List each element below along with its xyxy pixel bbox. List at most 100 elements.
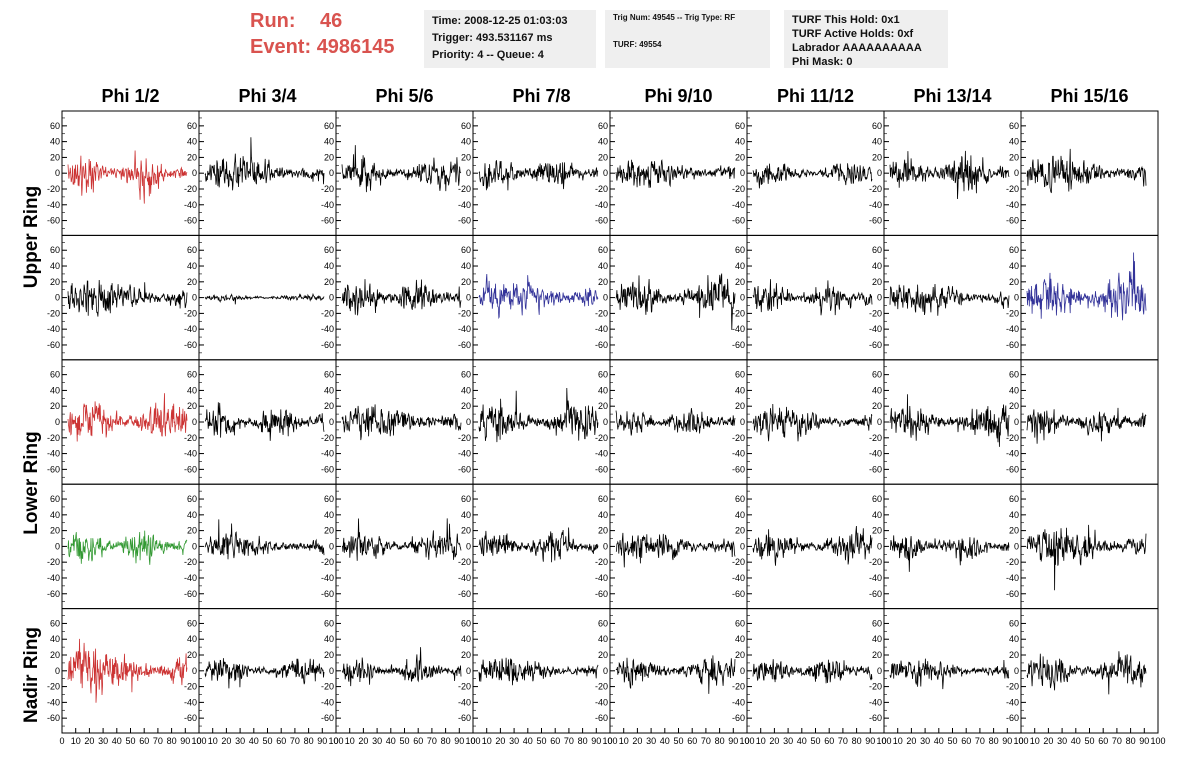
x-tick-label: 60 xyxy=(824,736,834,746)
y-tick-label: 20 xyxy=(735,152,745,162)
x-tick-label: 90 xyxy=(865,736,875,746)
x-tick-label: 0 xyxy=(744,736,749,746)
y-tick-label: -20 xyxy=(321,184,334,194)
y-tick-label: -20 xyxy=(1006,184,1019,194)
y-tick-label: -60 xyxy=(458,589,471,599)
y-tick-label: 40 xyxy=(324,634,334,644)
waveform-r4-c1 xyxy=(204,658,325,689)
y-tick-label: -20 xyxy=(458,557,471,567)
y-tick-label: -60 xyxy=(47,589,60,599)
waveform-r1-c6 xyxy=(889,283,1010,316)
y-tick-label: 60 xyxy=(872,121,882,131)
x-tick-label: 30 xyxy=(98,736,108,746)
y-tick-label: -20 xyxy=(47,433,60,443)
waveform-r2-c1 xyxy=(204,402,325,441)
y-tick-label: -60 xyxy=(321,216,334,226)
y-tick-label: 0 xyxy=(192,417,197,427)
y-tick-label: -40 xyxy=(732,573,745,583)
y-tick-label: 60 xyxy=(187,370,197,380)
y-tick-label: -40 xyxy=(458,697,471,707)
y-tick-label: -20 xyxy=(869,184,882,194)
y-tick-label: -60 xyxy=(732,464,745,474)
x-tick-label: 50 xyxy=(536,736,546,746)
y-tick-label: 40 xyxy=(187,385,197,395)
y-tick-label: 0 xyxy=(740,168,745,178)
y-tick-label: 0 xyxy=(1014,417,1019,427)
y-tick-label: 0 xyxy=(192,168,197,178)
column-title-phi-13-14: Phi 13/14 xyxy=(913,86,992,106)
y-tick-label: -60 xyxy=(47,713,60,723)
trig-num-box: Trig Num: 49545 -- Trig Type: RF TURF: 4… xyxy=(605,10,770,68)
y-tick-label: 20 xyxy=(324,401,334,411)
pad-frame-r4-c3 xyxy=(472,608,611,734)
y-tick-label: 0 xyxy=(55,417,60,427)
y-tick-label: 60 xyxy=(735,370,745,380)
x-tick-label: 50 xyxy=(810,736,820,746)
x-tick-label: 20 xyxy=(221,736,231,746)
y-tick-label: -20 xyxy=(184,557,197,567)
waveform-r2-c5 xyxy=(752,403,873,442)
x-tick-label: 30 xyxy=(646,736,656,746)
y-tick-label: 40 xyxy=(598,634,608,644)
y-tick-label: 0 xyxy=(1014,168,1019,178)
y-tick-label: 20 xyxy=(1009,650,1019,660)
y-tick-label: 20 xyxy=(598,526,608,536)
waveform-r0-c0 xyxy=(67,150,188,204)
waveform-r4-c3 xyxy=(478,657,599,686)
y-tick-label: 60 xyxy=(735,618,745,628)
waveform-r3-c0 xyxy=(67,530,188,565)
y-tick-label: -40 xyxy=(47,449,60,459)
x-tick-label: 10 xyxy=(345,736,355,746)
y-tick-label: -60 xyxy=(321,589,334,599)
waveform-r4-c7 xyxy=(1026,651,1147,695)
y-tick-label: -60 xyxy=(184,713,197,723)
y-tick-label: 40 xyxy=(187,510,197,520)
x-tick-label: 90 xyxy=(180,736,190,746)
trigger-text: Trigger: 493.531167 ms xyxy=(432,32,553,44)
y-tick-label: -60 xyxy=(869,464,882,474)
y-tick-label: 40 xyxy=(1009,510,1019,520)
x-tick-label: 90 xyxy=(1139,736,1149,746)
y-tick-label: 20 xyxy=(187,650,197,660)
x-tick-label: 70 xyxy=(427,736,437,746)
y-tick-label: -20 xyxy=(47,557,60,567)
y-tick-label: -40 xyxy=(1006,200,1019,210)
y-tick-label: 40 xyxy=(461,261,471,271)
y-tick-label: 40 xyxy=(187,261,197,271)
y-tick-label: 40 xyxy=(598,261,608,271)
y-tick-label: 40 xyxy=(324,385,334,395)
x-tick-label: 80 xyxy=(441,736,451,746)
y-tick-label: 40 xyxy=(735,261,745,271)
y-tick-label: -20 xyxy=(595,184,608,194)
y-tick-label: 60 xyxy=(187,121,197,131)
y-tick-label: -20 xyxy=(869,682,882,692)
x-tick-label: 0 xyxy=(196,736,201,746)
y-tick-label: -40 xyxy=(869,573,882,583)
y-tick-label: 20 xyxy=(324,650,334,660)
y-tick-label: 40 xyxy=(50,137,60,147)
waveform-r1-c0 xyxy=(67,279,188,317)
y-tick-label: -40 xyxy=(732,449,745,459)
y-tick-label: 40 xyxy=(598,137,608,147)
y-tick-label: 60 xyxy=(324,370,334,380)
waveform-r3-c6 xyxy=(889,535,1010,572)
y-tick-label: -40 xyxy=(321,697,334,707)
y-tick-label: 40 xyxy=(872,385,882,395)
y-tick-label: 20 xyxy=(872,650,882,660)
y-tick-label: -20 xyxy=(458,184,471,194)
y-tick-label: 0 xyxy=(740,541,745,551)
x-tick-label: 20 xyxy=(84,736,94,746)
y-tick-label: 20 xyxy=(1009,401,1019,411)
x-tick-label: 100 xyxy=(602,736,617,746)
y-tick-label: 20 xyxy=(598,277,608,287)
y-tick-label: 40 xyxy=(50,634,60,644)
phi-mask-text: Phi Mask: 0 xyxy=(792,56,853,68)
x-tick-label: 10 xyxy=(893,736,903,746)
x-tick-label: 30 xyxy=(235,736,245,746)
x-tick-label: 0 xyxy=(1018,736,1023,746)
x-tick-label: 40 xyxy=(660,736,670,746)
column-title-phi-11-12: Phi 11/12 xyxy=(776,86,855,106)
y-tick-label: 60 xyxy=(872,370,882,380)
x-tick-label: 40 xyxy=(112,736,122,746)
y-tick-label: 60 xyxy=(1009,370,1019,380)
